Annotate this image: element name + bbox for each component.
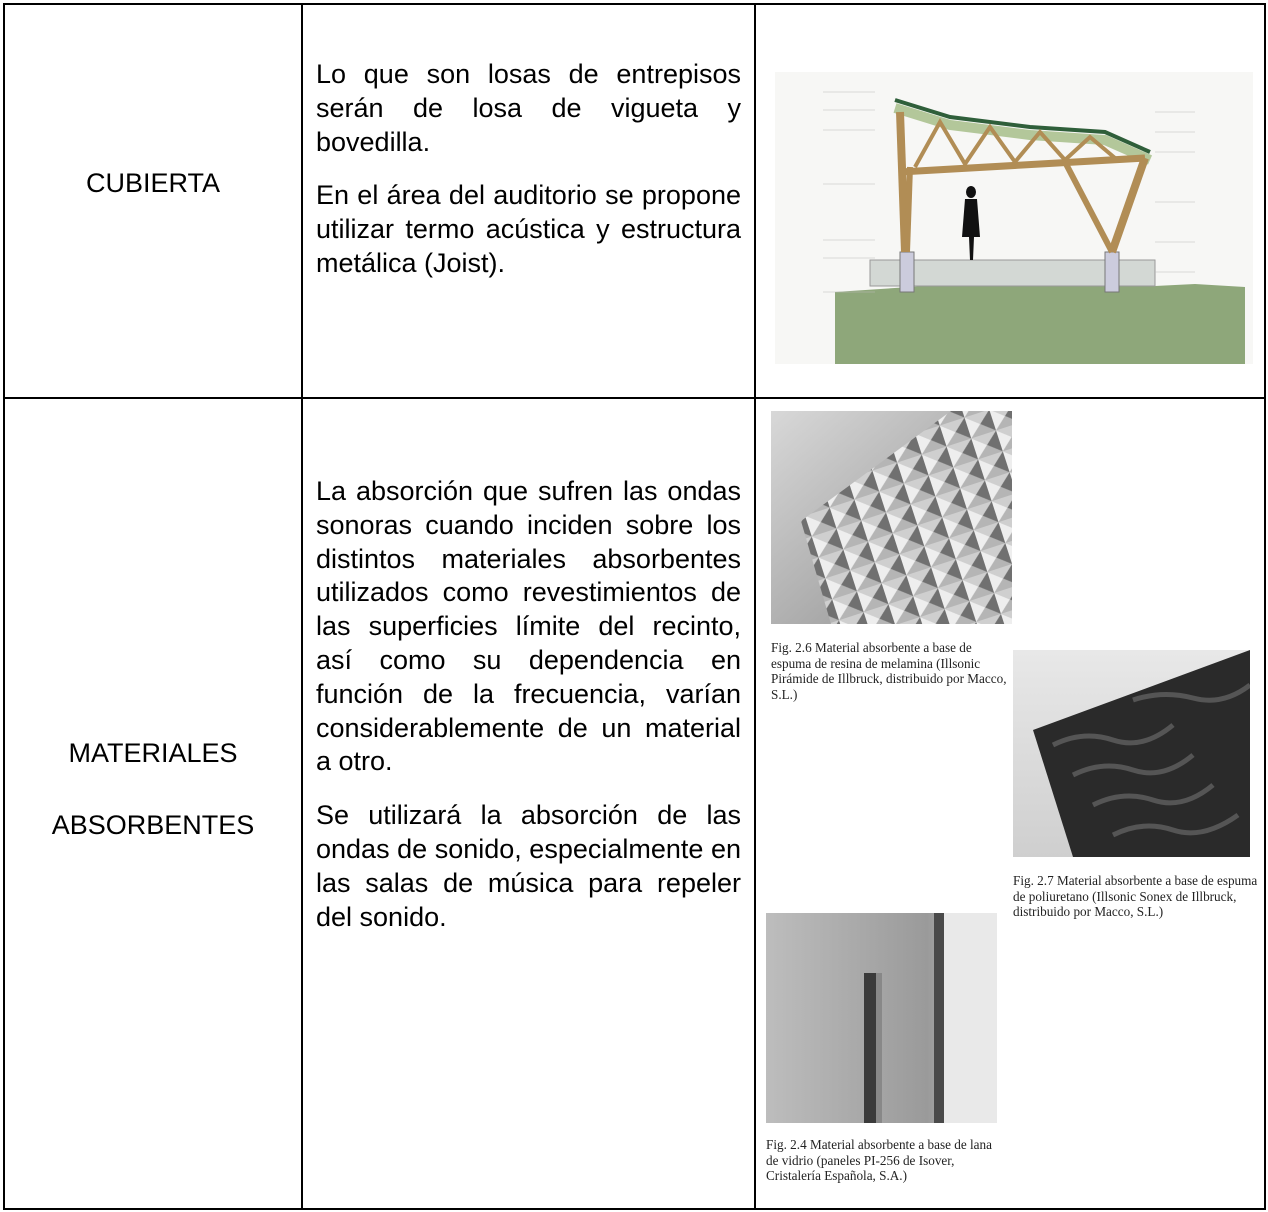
paragraph: Lo que son losas de entrepisos serán de … [316, 59, 741, 157]
roof-section-drawing [775, 72, 1253, 364]
table-border [1264, 3, 1266, 1210]
row-label: MATERIALES [68, 738, 238, 768]
paragraph: La absorción que sufren las ondas sonora… [316, 476, 741, 777]
table-border [3, 397, 1266, 399]
figure-caption: Fig. 2.7 Material absorbente a base de e… [1013, 873, 1258, 919]
glass-wool-photo [766, 913, 997, 1123]
table-border [3, 3, 1266, 5]
figure-caption: Fig. 2.4 Material absorbente a base de l… [766, 1137, 992, 1183]
table-border [3, 1208, 1266, 1210]
figure-caption: Fig. 2.6 Material absorbente a base de e… [771, 640, 1007, 702]
table-border [301, 3, 303, 1210]
paragraph: En el área del auditorio se propone util… [316, 180, 741, 278]
paragraph: Se utilizará la absorción de las ondas d… [316, 800, 741, 932]
wave-foam-photo [1013, 650, 1250, 857]
cell-text: Lo que son losas de entrepisos serán de … [316, 58, 741, 301]
table-border [3, 3, 5, 1210]
row-label: CUBIERTA [85, 168, 221, 198]
cell-text: La absorción que sufren las ondas sonora… [316, 475, 741, 954]
row-label: ABSORBENTES [51, 810, 255, 840]
table-border [754, 3, 756, 1210]
pyramid-foam-photo [771, 411, 1012, 624]
